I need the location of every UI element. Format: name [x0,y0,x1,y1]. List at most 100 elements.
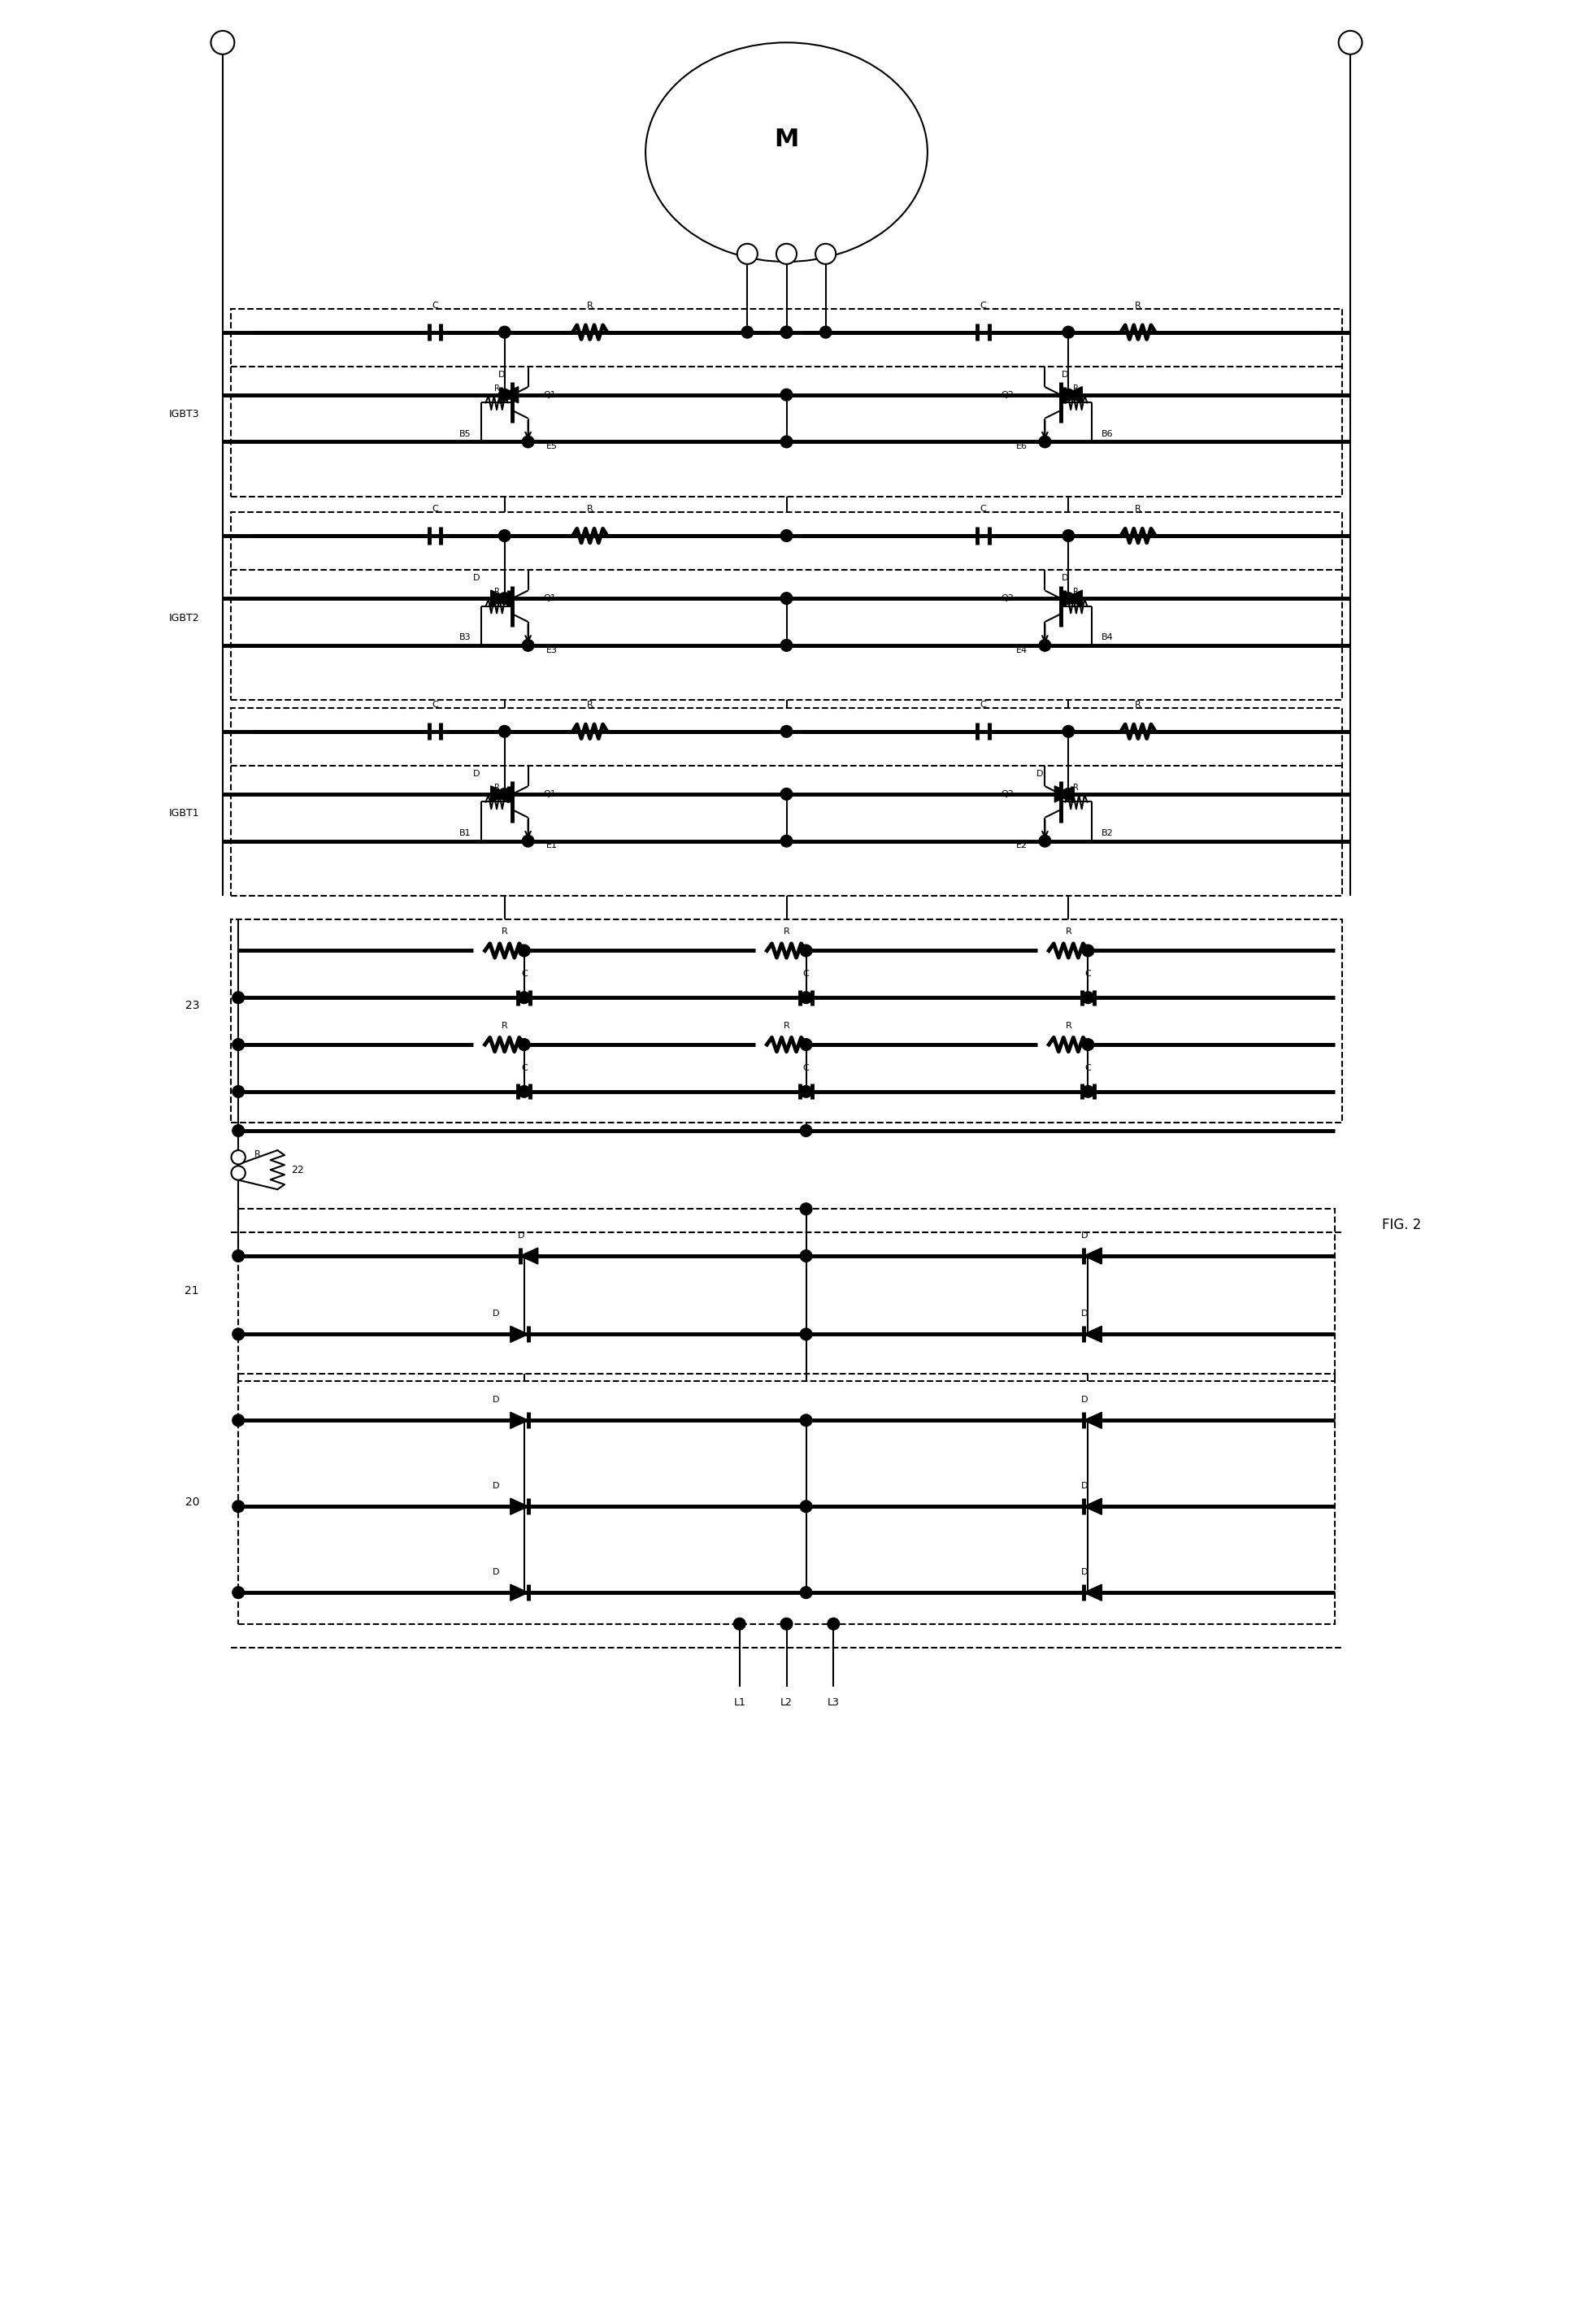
Circle shape [233,1329,244,1341]
Text: E6: E6 [1016,442,1027,451]
Text: 22: 22 [291,1164,304,1176]
Text: R: R [494,588,500,597]
Text: B5: B5 [459,430,472,437]
Polygon shape [1065,386,1082,402]
Text: R: R [587,302,593,309]
Text: D: D [492,1569,499,1576]
Text: R: R [253,1150,260,1157]
Text: E5: E5 [546,442,557,451]
Polygon shape [1084,1585,1101,1601]
Circle shape [780,639,793,651]
Circle shape [231,1150,245,1164]
Text: B2: B2 [1101,830,1114,837]
Text: D: D [1062,370,1068,379]
Text: C: C [1085,1064,1092,1071]
Circle shape [499,388,511,400]
Circle shape [518,992,530,1004]
Circle shape [1339,30,1362,53]
Circle shape [1082,992,1093,1004]
Circle shape [801,944,812,957]
Circle shape [1062,388,1074,400]
Circle shape [801,1415,812,1427]
Bar [239,1380,1334,1624]
Text: D: D [492,1311,499,1318]
Text: B1: B1 [459,830,472,837]
Text: D: D [492,1483,499,1490]
Text: R: R [1136,302,1142,309]
Text: R: R [1065,1023,1071,1030]
Circle shape [741,325,753,337]
Circle shape [801,1204,812,1215]
Text: R: R [502,1023,508,1030]
Circle shape [801,1125,812,1136]
Polygon shape [491,786,508,802]
Circle shape [522,437,533,449]
Text: C: C [980,504,986,514]
Circle shape [518,1085,530,1097]
Text: D: D [1081,1311,1089,1318]
Circle shape [233,1415,244,1427]
Circle shape [499,530,511,541]
Circle shape [518,1039,530,1050]
Text: Q2: Q2 [1000,790,1013,797]
Circle shape [1082,944,1093,957]
Text: R: R [1073,588,1079,597]
Circle shape [522,639,533,651]
Circle shape [780,325,793,337]
Text: FIG. 2: FIG. 2 [1381,1218,1420,1232]
Circle shape [518,944,530,957]
Polygon shape [510,1585,529,1601]
Polygon shape [500,386,519,402]
Text: R: R [502,927,508,937]
Text: R: R [1073,383,1079,393]
Text: R: R [587,504,593,514]
Text: D: D [1062,574,1068,581]
Text: R: R [1136,504,1142,514]
Bar [231,511,1342,700]
Circle shape [1040,834,1051,846]
Text: D: D [499,370,505,379]
Circle shape [1082,1085,1093,1097]
Circle shape [1062,725,1074,737]
Text: B4: B4 [1101,634,1114,641]
Circle shape [1062,788,1074,799]
Circle shape [233,1250,244,1262]
Text: R: R [1065,927,1071,937]
Polygon shape [510,1413,529,1429]
Circle shape [780,593,793,604]
Text: C: C [802,969,809,978]
Text: R: R [494,783,500,792]
Circle shape [233,1039,244,1050]
Circle shape [780,725,793,737]
Circle shape [815,244,835,265]
Circle shape [233,992,244,1004]
Circle shape [1062,530,1074,541]
Text: C: C [980,302,986,309]
Text: IGBT2: IGBT2 [168,614,200,623]
Text: D: D [1037,769,1043,779]
Text: C: C [431,504,437,514]
Polygon shape [521,1248,538,1264]
Circle shape [820,325,832,337]
Circle shape [1062,593,1074,604]
Circle shape [231,1167,245,1181]
Circle shape [801,1501,812,1513]
Text: IGBT1: IGBT1 [168,809,200,818]
Text: L3: L3 [827,1697,840,1708]
Text: C: C [980,702,986,709]
Circle shape [801,1250,812,1262]
Circle shape [233,1587,244,1599]
Circle shape [1062,325,1074,337]
Text: M: M [774,128,799,151]
Circle shape [499,593,511,604]
Text: Q1: Q1 [544,595,557,602]
Circle shape [780,788,793,799]
Text: R: R [494,383,500,393]
Circle shape [777,244,796,265]
Circle shape [780,388,793,400]
Text: R: R [783,927,790,937]
Text: D: D [1081,1483,1089,1490]
Circle shape [733,1618,746,1629]
Polygon shape [510,1327,529,1343]
Polygon shape [1084,1413,1101,1429]
